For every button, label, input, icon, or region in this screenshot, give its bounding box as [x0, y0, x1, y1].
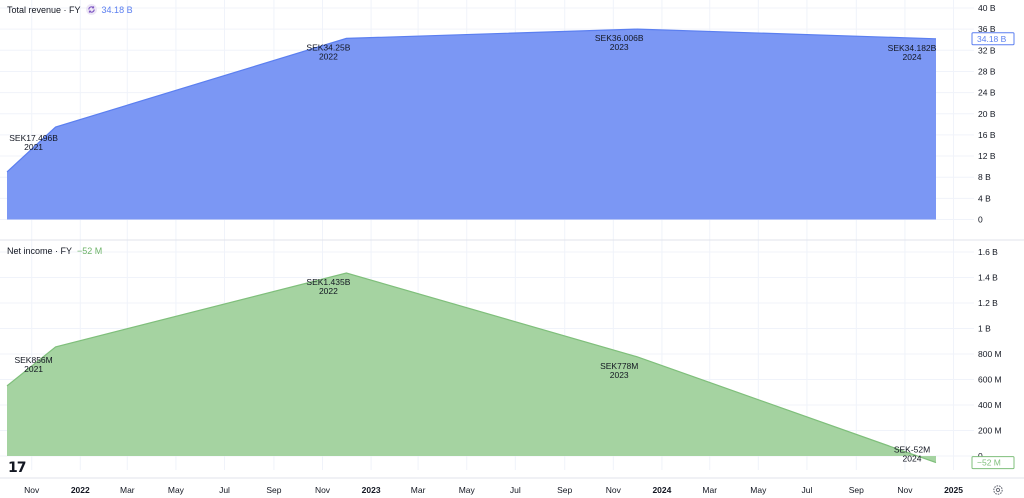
annotation-value: SEK34.25B: [306, 42, 350, 52]
x-tick-label: Nov: [24, 485, 40, 495]
x-tick-label: May: [750, 485, 767, 495]
y-tick-label: 4 B: [978, 193, 991, 203]
annotation-value: SEK-52M: [894, 445, 930, 455]
x-tick-label: Mar: [411, 485, 426, 495]
x-tick-label: Jul: [219, 485, 230, 495]
x-tick-label: May: [168, 485, 185, 495]
current-value-badge: [971, 456, 1015, 470]
sync-icon[interactable]: [85, 4, 97, 15]
net-income-legend-value: −52 M: [77, 246, 103, 256]
y-tick-label: 0: [978, 215, 983, 225]
y-tick-label: 200 M: [978, 426, 1002, 436]
y-tick-label: 1.6 B: [978, 247, 998, 257]
y-tick-label: 1.4 B: [978, 273, 998, 283]
annotation-year: 2021: [24, 142, 43, 152]
annotation-year: 2022: [319, 286, 338, 296]
x-tick-label: Sep: [849, 485, 864, 495]
revenue-legend-title: Total revenue · FY: [7, 4, 81, 15]
y-tick-label: 36 B: [978, 24, 996, 34]
annotation-year: 2021: [24, 364, 43, 374]
y-tick-label: 8 B: [978, 172, 991, 182]
x-tick-label: Nov: [606, 485, 622, 495]
annotation-value: SEK36.006B: [595, 33, 644, 43]
y-tick-label: 12 B: [978, 151, 996, 161]
series-line: [6, 272, 937, 464]
revenue-legend-value: 34.18 B: [101, 4, 133, 15]
y-tick-label: 1.2 B: [978, 298, 998, 308]
x-tick-label: Nov: [315, 485, 331, 495]
annotation-value: SEK856M: [14, 355, 52, 365]
annotation-value: SEK17.496B: [9, 133, 58, 143]
x-tick-label: Sep: [266, 485, 281, 495]
y-tick-label: 24 B: [978, 88, 996, 98]
y-tick-label: 20 B: [978, 109, 996, 119]
series-area: [7, 29, 936, 220]
annotation-value: SEK778M: [600, 361, 638, 371]
x-tick-label: 2024: [652, 485, 671, 495]
x-tick-label: Nov: [897, 485, 913, 495]
annotation-year: 2022: [319, 51, 338, 61]
gear-icon[interactable]: [992, 484, 1004, 496]
y-tick-label: 32 B: [978, 45, 996, 55]
y-tick-label: 40 B: [978, 3, 996, 13]
x-tick-label: 2025: [944, 485, 963, 495]
x-tick-label: Sep: [557, 485, 572, 495]
net-income-legend-title: Net income · FY: [7, 246, 73, 256]
annotation-value: SEK1.435B: [306, 277, 350, 287]
current-value-label: 34.18 B: [977, 34, 1007, 44]
annotation-value: SEK34.182B: [888, 43, 937, 53]
x-tick-label: Mar: [702, 485, 717, 495]
y-tick-label: 800 M: [978, 349, 1002, 359]
y-tick-label: 1 B: [978, 324, 991, 334]
y-tick-label: 16 B: [978, 130, 996, 140]
x-tick-label: Jul: [510, 485, 521, 495]
current-value-badge: [971, 32, 1015, 46]
x-tick-label: May: [459, 485, 476, 495]
annotation-year: 2023: [610, 370, 629, 380]
series-area: [7, 273, 936, 463]
annotation-year: 2024: [903, 454, 922, 464]
annotation-year: 2023: [610, 42, 629, 52]
net-income-legend: Net income · FY −52 M: [7, 246, 102, 256]
annotation-year: 2024: [903, 52, 922, 62]
x-tick-label: Jul: [801, 485, 812, 495]
y-tick-label: 600 M: [978, 375, 1002, 385]
y-tick-label: 28 B: [978, 66, 996, 76]
x-tick-label: 2023: [362, 485, 381, 495]
current-value-label: −52 M: [977, 458, 1001, 468]
tradingview-logo[interactable]: 17: [8, 460, 27, 476]
revenue-legend: Total revenue · FY 34.18 B: [7, 4, 133, 15]
y-tick-label: 400 M: [978, 400, 1002, 410]
x-tick-label: 2022: [71, 485, 90, 495]
series-line: [6, 28, 937, 173]
y-tick-label: 0: [978, 451, 983, 461]
x-tick-label: Mar: [120, 485, 135, 495]
